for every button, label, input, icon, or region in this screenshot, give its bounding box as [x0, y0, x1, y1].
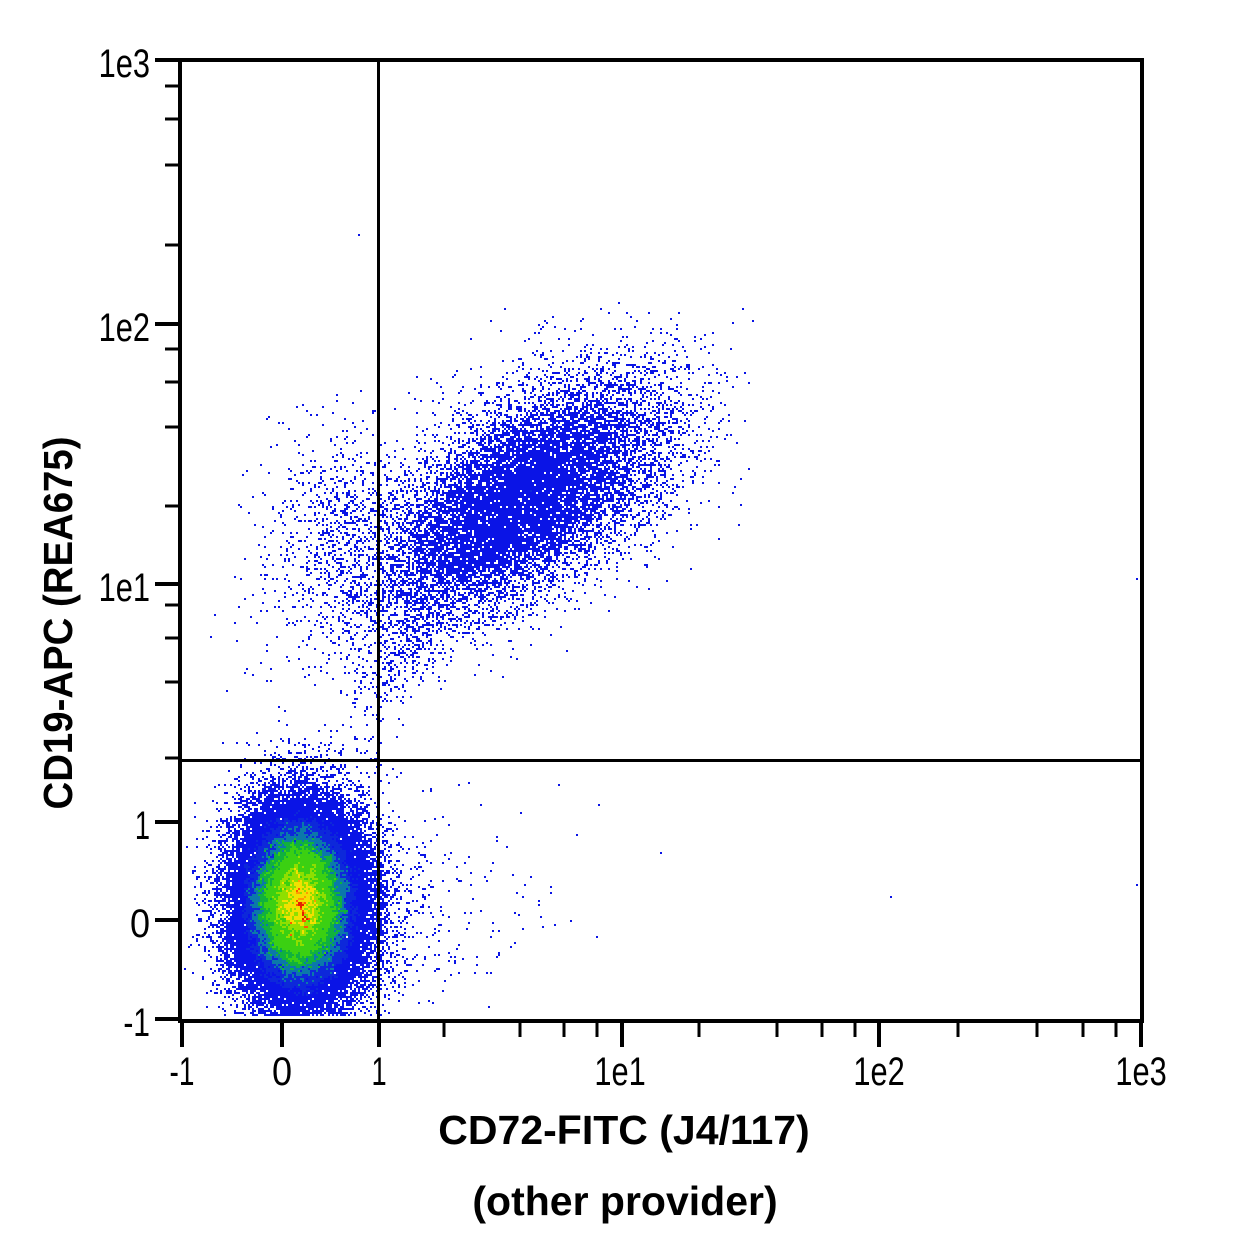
svg-text:0: 0 — [130, 902, 150, 946]
svg-text:0: 0 — [272, 1050, 292, 1094]
svg-text:CD19-APC (REA675): CD19-APC (REA675) — [36, 437, 81, 810]
svg-text:1e2: 1e2 — [99, 305, 150, 350]
svg-text:(other provider): (other provider) — [472, 1178, 777, 1224]
svg-text:1e1: 1e1 — [594, 1049, 645, 1094]
svg-text:1e1: 1e1 — [99, 565, 150, 610]
svg-text:1e3: 1e3 — [99, 41, 150, 86]
svg-text:1e2: 1e2 — [853, 1049, 904, 1094]
svg-text:-1: -1 — [170, 1050, 195, 1094]
svg-text:1e3: 1e3 — [1115, 1049, 1166, 1094]
svg-text:1: 1 — [371, 1050, 386, 1094]
svg-text:CD72-FITC (J4/117): CD72-FITC (J4/117) — [438, 1107, 809, 1153]
svg-text:1: 1 — [135, 804, 150, 848]
svg-text:-1: -1 — [123, 1001, 150, 1045]
